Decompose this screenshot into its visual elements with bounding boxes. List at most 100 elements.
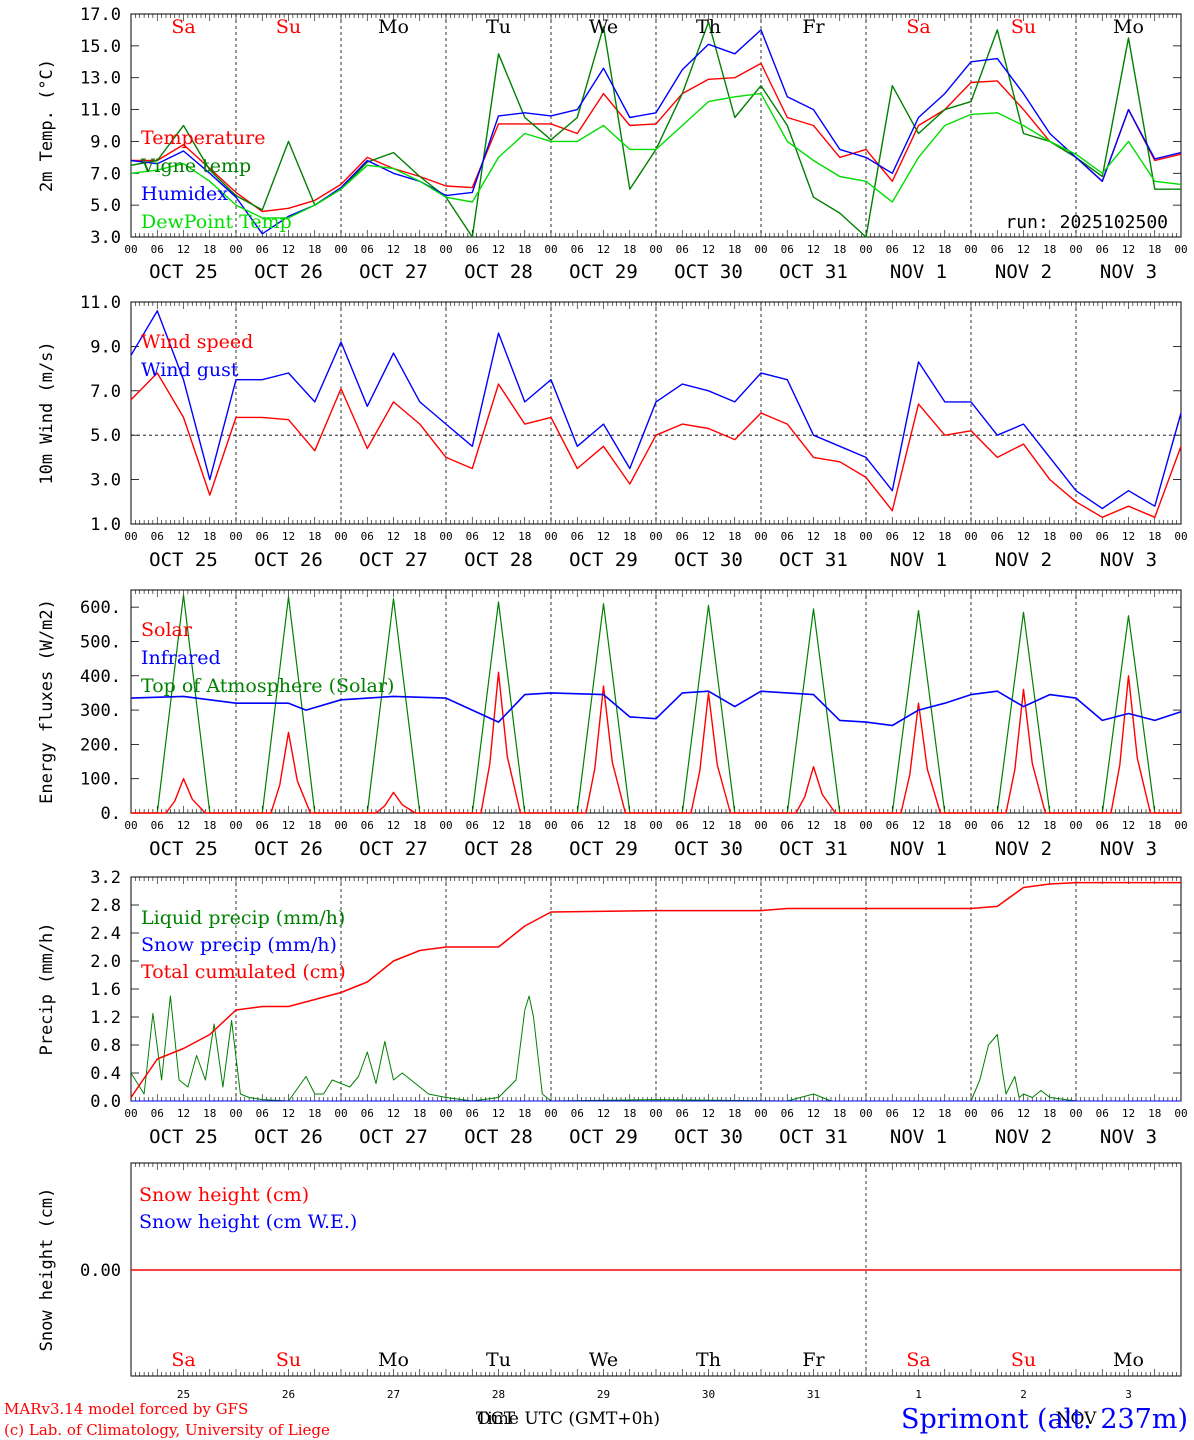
hour-tick-label: 12 (387, 819, 400, 832)
hour-tick-label: 00 (1069, 530, 1082, 543)
hour-tick-label: 18 (308, 530, 321, 543)
hour-tick-label: 12 (177, 243, 190, 256)
hour-tick-label: 12 (492, 1107, 505, 1120)
weekday-label: Sa (171, 16, 195, 38)
hour-tick-label: 18 (1148, 243, 1161, 256)
y-axis-label: Precip (mm/h) (37, 922, 57, 1055)
panel-precip: 00 06 12 18 00 06 12 18 00 06 12 18 00 06 12 18 00 06 12 18… (37, 868, 1188, 1148)
date-label: NOV 2 (995, 1126, 1052, 1148)
hour-tick-label: 06 (361, 243, 374, 256)
plot-frame (130, 589, 1182, 814)
weekday-label: Fr (802, 1349, 825, 1371)
hour-tick-label: 18 (1043, 530, 1056, 543)
hour-tick-label: 00 (964, 819, 977, 832)
date-label: OCT 29 (569, 838, 638, 860)
hour-tick-label: 18 (728, 1107, 741, 1120)
date-label: OCT 27 (359, 838, 428, 860)
hour-tick-label: 06 (991, 243, 1004, 256)
weekday-label: Sa (906, 1349, 930, 1371)
weekday-label: Su (276, 1349, 301, 1371)
hour-tick-label: 00 (229, 243, 242, 256)
hour-tick-label: 00 (964, 1107, 977, 1120)
hour-tick-label: 06 (676, 243, 689, 256)
panel-snow: 0.00 Snow height (cm) Snow height (cm) Snow… (37, 1162, 1182, 1401)
hour-tick-label: 06 (151, 1107, 164, 1120)
weekday-label: Mo (378, 16, 409, 38)
date-label: OCT 25 (149, 838, 218, 860)
hour-tick-label: 06 (571, 819, 584, 832)
hour-tick-label: 18 (518, 530, 531, 543)
hour-tick-label: 12 (177, 819, 190, 832)
hour-tick-label: 00 (439, 1107, 452, 1120)
hour-tick-label: 12 (282, 1107, 295, 1120)
y-tick-label: 400. (80, 667, 121, 687)
hour-tick-label: 18 (203, 1107, 216, 1120)
hour-tick-label: 12 (912, 1107, 925, 1120)
hour-tick-label: 00 (649, 819, 662, 832)
y-tick-label: 3.2 (90, 868, 121, 888)
legend-entry: Temperature (141, 127, 265, 149)
hour-tick-label: 18 (833, 819, 846, 832)
series-liquid-precip (130, 995, 1181, 1102)
hour-tick-label: 18 (938, 1107, 951, 1120)
hour-tick-label: 00 (754, 1107, 767, 1120)
hour-tick-label: 12 (282, 243, 295, 256)
hour-tick-label: 00 (964, 243, 977, 256)
y-axis-label: Snow height (cm) (37, 1188, 57, 1352)
weekday-label: We (589, 1349, 618, 1371)
y-tick-label: 17.0 (80, 5, 121, 25)
date-label: OCT 26 (254, 1126, 323, 1148)
weekday-label: Mo (378, 1349, 409, 1371)
hour-tick-label: 06 (571, 243, 584, 256)
y-tick-label: 3.0 (90, 228, 121, 248)
hour-tick-label: 12 (702, 530, 715, 543)
date-label: OCT 28 (464, 838, 533, 860)
y-tick-label: 9.0 (90, 337, 121, 357)
hour-tick-label: 06 (571, 1107, 584, 1120)
y-tick-label: 5.0 (90, 426, 121, 446)
credit-line-1: MARv3.14 model forced by GFS (4, 1400, 248, 1418)
hour-tick-label: 00 (334, 819, 347, 832)
hour-tick-label: 00 (859, 819, 872, 832)
hour-tick-label: 06 (256, 243, 269, 256)
hour-tick-label: 12 (387, 530, 400, 543)
date-label: OCT 28 (464, 549, 533, 571)
hour-tick-label: 06 (886, 1107, 899, 1120)
y-tick-label: 1.6 (90, 980, 121, 1000)
y-axis-label: 2m Temp. (°C) (37, 59, 57, 192)
date-label: OCT 25 (149, 549, 218, 571)
month-label-nov: NOV (1056, 1409, 1098, 1429)
hour-tick-label: 00 (229, 530, 242, 543)
hour-tick-label: 12 (177, 1107, 190, 1120)
hour-tick-label: 12 (912, 530, 925, 543)
hour-tick-label: 00 (649, 530, 662, 543)
date-label: NOV 1 (890, 549, 947, 571)
series-wind-speed (130, 372, 1182, 518)
hour-tick-label: 00 (229, 1107, 242, 1120)
hour-tick-label: 06 (1096, 243, 1109, 256)
hour-tick-label: 12 (807, 1107, 820, 1120)
date-label: OCT 29 (569, 1126, 638, 1148)
hour-tick-label: 12 (177, 530, 190, 543)
legend-entry: Snow precip (mm/h) (141, 934, 337, 956)
hour-tick-label: 18 (1148, 530, 1161, 543)
panel-energy: 00 06 12 18 00 06 12 18 00 06 12 18 00 06 12 18 00 06 12 18… (37, 589, 1188, 860)
date-label: OCT 25 (149, 1126, 218, 1148)
y-tick-label: 500. (80, 632, 121, 652)
y-tick-label: 2.8 (90, 896, 121, 916)
legend-entry: Total cumulated (cm) (141, 961, 346, 983)
hour-tick-label: 06 (361, 530, 374, 543)
hour-tick-label: 12 (702, 1107, 715, 1120)
hour-tick-label: 00 (859, 243, 872, 256)
weekday-label: Sa (171, 1349, 195, 1371)
y-tick-label: 100. (80, 770, 121, 790)
date-label: NOV 1 (890, 261, 947, 283)
hour-tick-label: 06 (256, 1107, 269, 1120)
hour-tick-label: 00 (1174, 243, 1187, 256)
hour-tick-label: 18 (203, 530, 216, 543)
hour-tick-label: 18 (308, 1107, 321, 1120)
x-axis-title: Time UTC (GMT+0h) (476, 1409, 660, 1429)
hour-tick-label: 18 (518, 1107, 531, 1120)
hour-tick-label: 00 (439, 243, 452, 256)
date-label: NOV 3 (1100, 549, 1157, 571)
